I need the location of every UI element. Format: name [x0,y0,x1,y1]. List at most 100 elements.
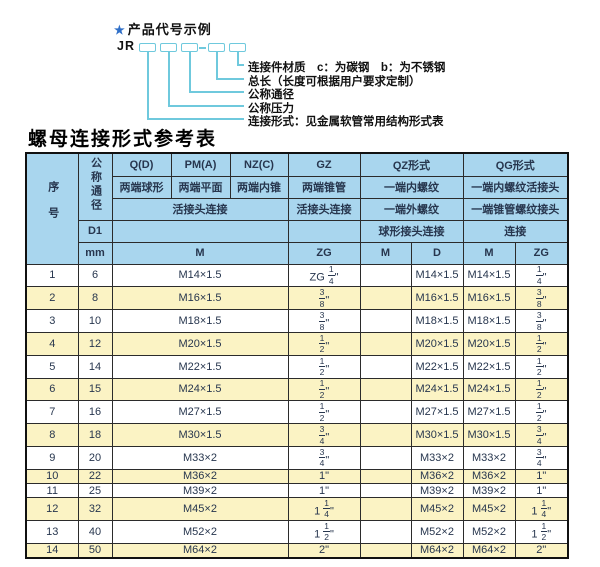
table-row: 8 18 M30×1.5 3 4 " M30×1.5 M30×1.5 3 4 " [25,423,569,447]
header-qz-connection: 球形接头连接 [359,219,464,243]
dn-cell: 18 [77,423,113,447]
dn-cell: 12 [77,331,113,356]
dn-cell: 16 [77,400,113,425]
connector-line [147,52,149,120]
m-cell: M33×2 [111,446,289,470]
seq-cell: 13 [25,519,79,544]
code-box-5 [229,43,246,52]
qg-zg-cell: 2" [514,542,569,559]
col-header-seq-text: 序号 [46,181,59,234]
zg-cell: 3 8 " [287,309,361,333]
qz-d-cell: M27×1.5 [410,400,464,425]
seq-cell: 3 [25,309,79,333]
seq-cell: 10 [25,468,79,484]
col-header-nz: NZ(C) [229,152,289,177]
dn-cell: 40 [77,519,113,544]
table-row: 14 50 M64×2 2" M64×2 M64×2 2" [25,542,569,559]
qg-zg-cell: 1 1 2 " [514,519,569,544]
seq-cell: 9 [25,446,79,470]
header-qz-m: M [359,241,412,265]
label-material: 连接件材质 c：为碳钢 b：为不锈钢 [248,62,446,74]
table-row: 5 14 M22×1.5 1 2 " M22×1.5 M22×1.5 1 2 " [25,354,569,379]
connector-line [147,118,244,120]
qg-m-cell: M30×1.5 [462,423,516,447]
header-qg-desc1: 一端内螺纹活接头 [462,175,569,199]
code-prefix: JR [117,39,135,53]
qg-zg-cell: 3 8 " [514,286,569,311]
zg-cell: ZG 1 4 " [287,263,361,288]
seq-cell: 14 [25,542,79,559]
zg-cell: 3 4 " [287,423,361,447]
table-row: 4 12 M20×1.5 1 2 " M20×1.5 M20×1.5 1 2 " [25,331,569,356]
table-row: 6 15 M24×1.5 1 2 " M24×1.5 M24×1.5 1 2 " [25,377,569,402]
connector-line [216,52,218,80]
m-cell: M24×1.5 [111,377,289,402]
zg-cell: 1 2 " [287,331,361,356]
qz-m-cell [359,497,412,521]
seq-cell: 8 [25,423,79,447]
code-box-1 [139,43,156,52]
qg-m-cell: M22×1.5 [462,354,516,379]
code-box-2 [160,43,177,52]
qg-m-cell: M16×1.5 [462,286,516,311]
m-cell: M52×2 [111,519,289,544]
dn-cell: 32 [77,497,113,521]
qg-zg-cell: 3 8 " [514,309,569,333]
seq-cell: 5 [25,354,79,379]
m-cell: M16×1.5 [111,286,289,311]
qz-m-cell [359,286,412,311]
qz-d-cell: M64×2 [410,542,464,559]
seq-cell: 4 [25,331,79,356]
qg-m-cell: M39×2 [462,482,516,499]
qz-m-cell [359,446,412,470]
qz-d-cell: M45×2 [410,497,464,521]
connector-line [168,105,244,107]
header-qz-desc1: 一端内螺纹 [359,175,464,199]
header-pm-desc: 两端平面 [170,175,231,199]
zg-cell: 2" [287,542,361,559]
qz-m-cell [359,468,412,484]
qg-zg-cell: 1 4 " [514,263,569,288]
header-left-connection: 活接头连接 [111,197,289,221]
qg-zg-cell: 1 2 " [514,377,569,402]
label-connection-type: 连接形式：见金属软管常用结构形式表 [248,116,444,128]
header-qg-m: M [462,241,516,265]
qz-d-cell: M16×1.5 [410,286,464,311]
qg-m-cell: M18×1.5 [462,309,516,333]
m-cell: M36×2 [111,468,289,484]
dn-cell: 50 [77,542,113,559]
seq-cell: 12 [25,497,79,521]
qg-zg-cell: 1" [514,468,569,484]
header-gz-desc: 两端锥管 [287,175,361,199]
zg-cell: 3 8 " [287,286,361,311]
table-row: 12 32 M45×2 1 1 4 " M45×2 M45×2 1 1 4 " [25,497,569,521]
header-q-desc: 两端球形 [111,175,172,199]
seq-cell: 2 [25,286,79,311]
qz-m-cell [359,309,412,333]
qg-m-cell: M36×2 [462,468,516,484]
qz-d-cell: M39×2 [410,482,464,499]
qz-m-cell [359,377,412,402]
diagram-title: ★ 产品代号示例 [114,19,212,38]
col-header-seq: 序号 [25,152,79,265]
table-row: 3 10 M18×1.5 3 8 " M18×1.5 M18×1.5 3 8 " [25,309,569,333]
code-dash [199,47,206,49]
col-header-gz: GZ [287,152,361,177]
qg-m-cell: M14×1.5 [462,263,516,288]
connector-line [168,52,170,107]
qg-zg-cell: 1" [514,482,569,499]
connector-line [237,64,244,66]
connector-line [189,52,191,93]
header-qg-zg: ZG [514,241,569,265]
qz-d-cell: M24×1.5 [410,377,464,402]
zg-cell: 1 2 " [287,377,361,402]
dn-cell: 8 [77,286,113,311]
qz-d-cell: M33×2 [410,446,464,470]
header-qg-connection: 连接 [462,219,569,243]
qg-zg-cell: 1 2 " [514,400,569,425]
col-header-qz: QZ形式 [359,152,464,177]
zg-cell: 1 1 4 " [287,497,361,521]
m-cell: M64×2 [111,542,289,559]
table-row: 1 6 M14×1.5 ZG 1 4 " M14×1.5 M14×1.5 1 4 " [25,263,569,288]
